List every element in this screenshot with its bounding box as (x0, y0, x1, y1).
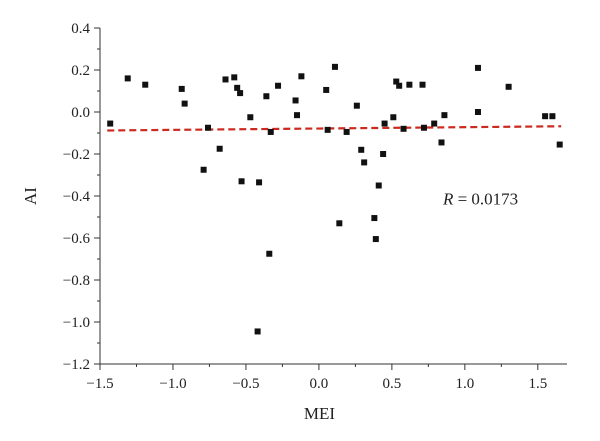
x-tick-label: 0.0 (310, 376, 329, 392)
y-tick-label: −0.2 (63, 147, 90, 163)
data-point (419, 81, 426, 88)
data-point (361, 159, 368, 166)
data-point (204, 124, 211, 131)
data-point (292, 97, 299, 104)
x-tick-label: 1.5 (528, 376, 547, 392)
y-tick-label: −0.8 (63, 273, 90, 289)
data-point (238, 178, 245, 185)
y-tick-label: −0.6 (63, 231, 91, 247)
data-point (256, 179, 263, 186)
data-point (254, 328, 261, 335)
axes (94, 27, 567, 370)
trendline (107, 125, 562, 132)
r-value: = 0.0173 (453, 189, 518, 208)
data-point (266, 250, 273, 257)
y-tick-label: 0.0 (71, 105, 90, 121)
data-point (343, 128, 350, 135)
data-point (247, 114, 254, 121)
x-tick-label: 0.5 (383, 376, 402, 392)
x-tick-label: 1.0 (455, 376, 474, 392)
data-point (390, 114, 397, 121)
data-point (556, 141, 563, 148)
data-point (231, 74, 238, 81)
data-point (323, 86, 330, 93)
data-point (200, 166, 207, 173)
data-point (324, 126, 331, 133)
data-point (353, 102, 360, 109)
data-point (431, 120, 438, 127)
data-point (275, 82, 282, 89)
data-point (107, 120, 114, 127)
trendline-group (107, 125, 562, 132)
y-tick-label: −1.0 (63, 315, 90, 331)
data-point (438, 139, 445, 146)
data-point (124, 75, 131, 82)
data-point (267, 128, 274, 135)
labels: −1.5 −1.0 −0.5 0.0 0.5 1.0 1.5 0.4 0.2 0.0 −0.2 −0.… (21, 21, 547, 423)
data-point (380, 151, 387, 157)
data-point (400, 125, 407, 132)
x-tick-label: −1.0 (159, 376, 186, 392)
data-point (181, 100, 188, 107)
data-point (263, 93, 270, 100)
data-point (381, 120, 388, 127)
data-point (375, 182, 382, 189)
data-point (474, 64, 481, 71)
data-point (396, 82, 403, 89)
data-point (237, 90, 244, 97)
y-tick-label: −1.2 (63, 357, 90, 373)
r-annotation: R = 0.0173 (442, 189, 518, 208)
y-tick-label: −0.4 (63, 189, 91, 205)
data-point (371, 215, 378, 222)
data-point (331, 63, 338, 70)
x-axis-title: MEI (304, 404, 336, 423)
data-point (372, 236, 379, 243)
data-point (549, 113, 556, 120)
data-point (336, 220, 343, 227)
data-point (294, 112, 301, 119)
data-points (107, 63, 563, 335)
y-axis-title: AI (21, 187, 40, 205)
r-variable: R (442, 189, 454, 208)
data-point (298, 73, 305, 80)
data-point (142, 81, 149, 88)
data-point (216, 145, 223, 152)
data-point (393, 78, 400, 85)
data-point (542, 113, 549, 120)
data-point (406, 81, 413, 88)
data-point (420, 124, 427, 131)
data-point (358, 146, 365, 153)
x-tick-label: −1.5 (86, 376, 113, 392)
data-point (441, 112, 448, 119)
data-point (222, 76, 229, 83)
y-tick-label: 0.4 (71, 21, 90, 37)
data-point (234, 84, 241, 91)
y-tick-label: 0.2 (71, 63, 90, 79)
x-tick-label: −0.5 (232, 376, 259, 392)
data-point (474, 109, 481, 115)
data-point (178, 85, 185, 92)
data-point (505, 83, 512, 90)
